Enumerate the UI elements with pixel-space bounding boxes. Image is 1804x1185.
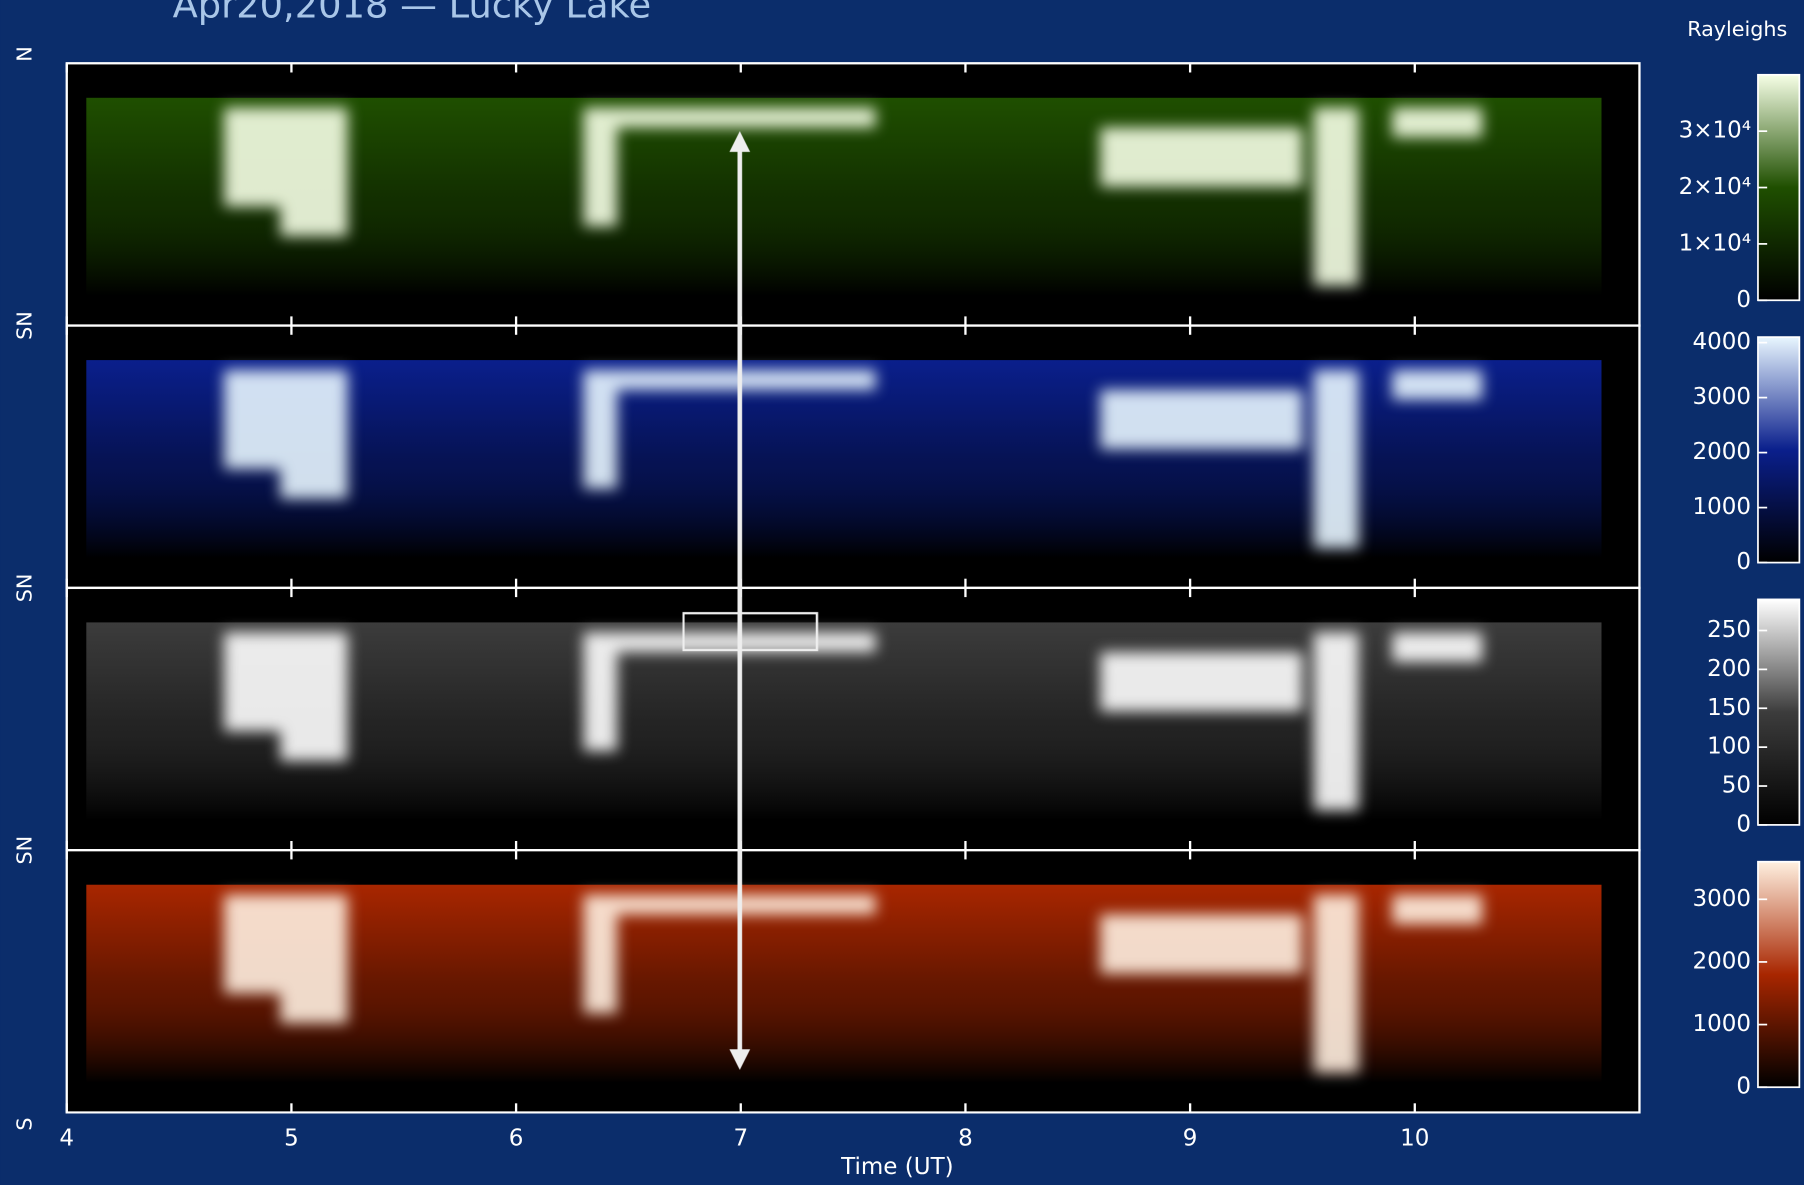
aurora-feature: [583, 895, 617, 1014]
colorbar: [1758, 337, 1799, 562]
aurora-feature: [1392, 370, 1482, 400]
colorbar-tick-label: 150: [1707, 695, 1751, 721]
colorbar: [1758, 862, 1799, 1087]
y-axis-label: S: [12, 1117, 36, 1130]
aurora-feature: [1392, 895, 1482, 925]
colorbar-tick-label: 50: [1722, 773, 1751, 799]
colorbar-tick-label: 3000: [1693, 886, 1752, 912]
y-axis-label: SN: [12, 574, 36, 603]
aurora-feature: [1100, 914, 1302, 973]
aurora-feature: [1100, 652, 1302, 711]
aurora-feature: [280, 632, 347, 761]
y-axis-label: N: [12, 46, 36, 61]
x-tick-label: 5: [284, 1125, 299, 1151]
plots: 01×10⁴2×10⁴3×10⁴010002000300040000501001…: [12, 46, 1799, 1151]
title: Apr20,2018 — Lucky Lake: [173, 0, 652, 26]
x-tick-label: 7: [733, 1125, 748, 1151]
x-tick-label: 4: [59, 1125, 74, 1151]
aurora-feature: [1100, 390, 1302, 449]
y-axis-label: SN: [12, 836, 36, 865]
colorbar-title: Rayleighs: [1687, 17, 1787, 41]
aurora-feature: [583, 632, 617, 751]
x-axis-label: Time (UT): [840, 1154, 953, 1180]
aurora-feature: [1100, 127, 1302, 186]
aurora-feature: [617, 108, 875, 128]
aurora-feature: [617, 370, 875, 390]
colorbar-tick-label: 4000: [1693, 329, 1752, 355]
aurora-feature: [280, 895, 347, 1024]
colorbar-tick-label: 0: [1736, 811, 1751, 837]
x-tick-label: 9: [1183, 1125, 1198, 1151]
y-axis-label: SN: [12, 311, 36, 340]
aurora-feature: [583, 370, 617, 489]
colorbar-tick-label: 3×10⁴: [1679, 118, 1751, 144]
colorbar-tick-label: 0: [1736, 549, 1751, 575]
colorbar-tick-label: 1×10⁴: [1679, 230, 1751, 256]
colorbar-tick-label: 2000: [1693, 439, 1752, 465]
colorbar: [1758, 599, 1799, 824]
aurora-feature: [224, 108, 280, 207]
aurora-feature: [1314, 108, 1359, 286]
aurora-feature: [224, 632, 280, 731]
x-tick-label: 6: [509, 1125, 524, 1151]
aurora-feature: [280, 370, 347, 499]
aurora-feature: [1392, 108, 1482, 138]
colorbar-tick-label: 200: [1707, 656, 1751, 682]
colorbar-tick-label: 2×10⁴: [1679, 174, 1751, 200]
colorbar-tick-label: 250: [1707, 617, 1751, 643]
aurora-feature: [1314, 895, 1359, 1073]
colorbar-tick-label: 3000: [1693, 384, 1752, 410]
aurora-feature: [1314, 632, 1359, 810]
aurora-feature: [224, 370, 280, 469]
colorbar-tick-label: 1000: [1693, 1011, 1752, 1037]
colorbar-tick-label: 2000: [1693, 948, 1752, 974]
colorbar-tick-label: 0: [1736, 1074, 1751, 1100]
x-tick-label: 8: [958, 1125, 973, 1151]
aurora-feature: [583, 108, 617, 227]
colorbar-tick-label: 1000: [1693, 494, 1752, 520]
colorbar-tick-label: 0: [1736, 287, 1751, 313]
colorbar-tick-label: 100: [1707, 734, 1751, 760]
aurora-feature: [617, 895, 875, 915]
x-tick-label: 10: [1400, 1125, 1429, 1151]
aurora-feature: [224, 895, 280, 994]
aurora-feature: [1314, 370, 1359, 548]
aurora-feature: [1392, 632, 1482, 662]
aurora-feature: [280, 108, 347, 237]
figure: Apr20,2018 — Lucky Lake Rayleighs Time (…: [0, 0, 1804, 1185]
